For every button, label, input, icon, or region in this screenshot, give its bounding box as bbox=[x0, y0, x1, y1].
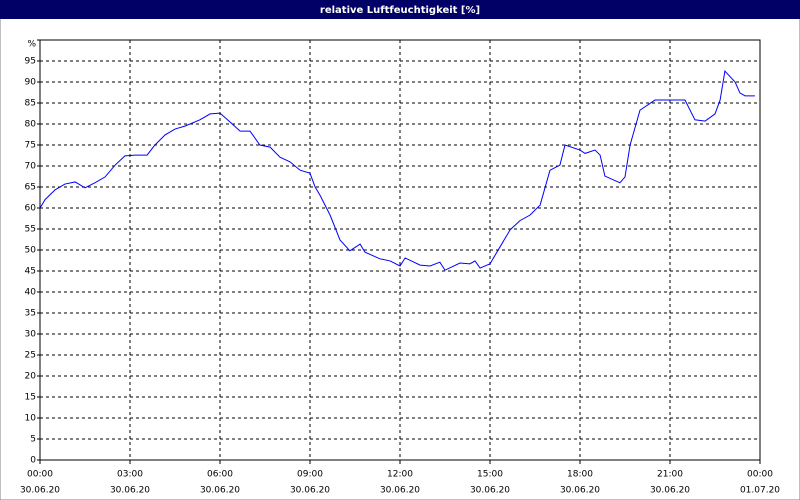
y-tick-label: 90 bbox=[25, 78, 37, 88]
x-tick-label: 06:00 bbox=[207, 470, 233, 480]
y-tick-label: 85 bbox=[25, 99, 36, 109]
y-tick-label: 35 bbox=[25, 309, 36, 319]
x-tick-date: 30.06.20 bbox=[650, 486, 690, 496]
y-tick-label: 20 bbox=[25, 372, 37, 382]
x-tick-date: 30.06.20 bbox=[20, 486, 60, 496]
x-tick-label: 15:00 bbox=[477, 470, 503, 480]
y-tick-label: 50 bbox=[25, 246, 37, 256]
x-tick-date: 30.06.20 bbox=[290, 486, 330, 496]
plot-area bbox=[39, 39, 761, 461]
y-tick-label: 25 bbox=[25, 351, 36, 361]
y-tick-label: 80 bbox=[25, 120, 37, 130]
y-tick-label: 10 bbox=[25, 414, 37, 424]
title-bar bbox=[0, 0, 800, 19]
x-tick-label: 09:00 bbox=[297, 470, 323, 480]
data-line bbox=[39, 69, 755, 271]
y-tick-label: 95 bbox=[25, 57, 36, 67]
chart-title: relative Luftfeuchtigkeit [%] bbox=[320, 5, 480, 16]
x-tick-date: 30.06.20 bbox=[110, 486, 150, 496]
y-tick-label: % bbox=[27, 40, 36, 50]
x-tick-label: 00:00 bbox=[27, 470, 53, 480]
y-tick-label: 5 bbox=[30, 435, 36, 445]
x-tick-label: 12:00 bbox=[387, 470, 413, 480]
y-tick-label: 55 bbox=[25, 225, 36, 235]
x-tick-label: 18:00 bbox=[567, 470, 593, 480]
x-tick-label: 21:00 bbox=[657, 470, 683, 480]
x-tick-date: 30.06.20 bbox=[470, 486, 510, 496]
y-tick-label: 70 bbox=[25, 162, 37, 172]
y-tick-label: 45 bbox=[25, 267, 36, 277]
x-tick-date: 30.06.20 bbox=[200, 486, 240, 496]
x-tick-date: 01.07.20 bbox=[740, 486, 780, 496]
y-tick-label: 30 bbox=[25, 330, 37, 340]
y-tick-label: 15 bbox=[25, 393, 36, 403]
y-tick-label: 40 bbox=[25, 288, 37, 298]
y-tick-label: 0 bbox=[30, 456, 36, 466]
x-tick-label: 03:00 bbox=[117, 470, 143, 480]
x-tick-date: 30.06.20 bbox=[380, 486, 420, 496]
x-tick-label: 00:00 bbox=[747, 470, 773, 480]
y-tick-label: 60 bbox=[25, 204, 37, 214]
x-tick-date: 30.06.20 bbox=[560, 486, 600, 496]
y-tick-label: 65 bbox=[25, 183, 36, 193]
y-tick-label: 75 bbox=[25, 141, 36, 151]
